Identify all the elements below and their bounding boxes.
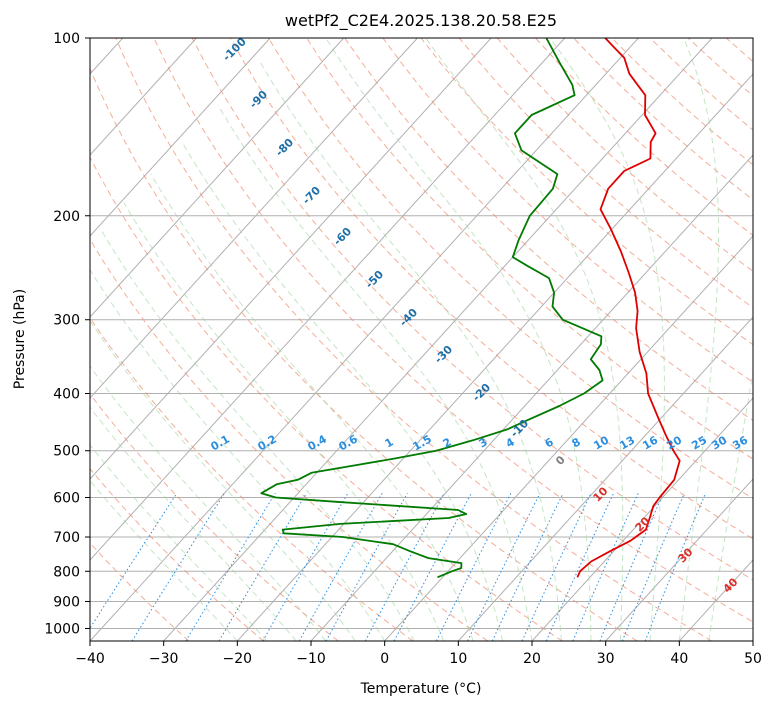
dry-adiabat [90,468,264,641]
moist-adiabat [181,141,503,641]
isotherm [605,478,753,641]
dry-adiabat [229,38,753,540]
moist-adiabat [90,365,327,641]
dry-adiabat [267,38,753,500]
dry-adiabat [90,393,339,641]
moist-adiabat [90,479,238,641]
y-axis-label: Pressure (hPa) [12,289,28,389]
isotherm [90,38,566,561]
mixing-ratio-line [644,493,707,641]
dry-adiabat [90,156,563,641]
moist-adiabat [549,38,665,641]
x-tick-label: 40 [670,651,688,667]
x-tick-label: −40 [75,651,105,667]
x-tick-label: 0 [380,651,389,667]
isotherm [531,397,753,641]
x-tick-label: −10 [296,651,326,667]
moist-adiabat [217,105,533,641]
y-tick-label: 700 [53,530,80,546]
dry-adiabat [191,38,753,581]
isotherm [236,73,753,641]
x-tick-label: 30 [597,651,615,667]
y-tick-label: 200 [53,209,80,225]
x-tick-label: −20 [223,651,253,667]
isotherm [90,38,492,480]
moist-adiabat [123,202,445,641]
x-tick-label: −30 [149,651,179,667]
chart-title: wetPf2_C2E4.2025.138.20.58.E25 [285,11,557,31]
plot-frame [89,37,754,642]
isotherm [90,38,418,399]
mixing-ratio-line [545,492,615,641]
y-tick-label: 300 [53,313,80,329]
isotherm [457,316,753,641]
dry-adiabat [115,38,712,641]
isotherm [163,38,713,641]
mixing-ratio-line [262,492,349,641]
isotherm [90,38,639,641]
moist-adiabat [150,173,474,641]
isotherm [384,235,753,641]
y-tick-label: 600 [53,490,80,506]
x-axis-label: Temperature (°C) [360,681,482,697]
moist-adiabat [99,228,415,641]
moist-adiabat [90,406,297,641]
mixing-ratio-line [131,492,225,641]
isotherm [90,38,345,318]
temperature-profile [576,38,681,578]
dry-adiabat [344,38,753,421]
moist-adiabat [90,268,386,641]
isotherm [90,38,271,237]
dry-adiabat [90,542,190,641]
mixing-ratio-line [621,492,685,641]
moist-adiabat [425,38,624,641]
isotherm [90,38,197,156]
mixing-ratio-line [298,492,383,641]
moist-adiabat [708,369,753,641]
y-tick-label: 500 [53,444,80,460]
dry-adiabat [306,38,753,460]
y-tick-label: 800 [53,564,80,580]
moist-adiabat [90,320,356,641]
y-tick-label: 900 [53,594,80,610]
dry-adiabat [90,238,488,641]
mixing-ratio-line [599,492,664,641]
y-tick-label: 100 [53,31,80,47]
dry-adiabat [153,38,753,623]
moist-adiabat [678,38,720,641]
mixing-ratio-line [325,492,408,641]
x-tick-label: 10 [449,651,467,667]
mixing-ratio-line [572,492,639,641]
dewpoint-profile [260,38,604,579]
x-tick-label: 20 [523,651,541,667]
mixing-ratio-line [491,492,564,641]
mixing-ratio-line [521,492,592,641]
moist-adiabat [259,62,562,641]
mixing-ratio-line [185,492,276,641]
moist-adiabat [325,38,592,641]
y-tick-label: 1000 [44,621,80,637]
y-tick-label: 400 [53,387,80,403]
x-tick-label: 50 [744,651,762,667]
